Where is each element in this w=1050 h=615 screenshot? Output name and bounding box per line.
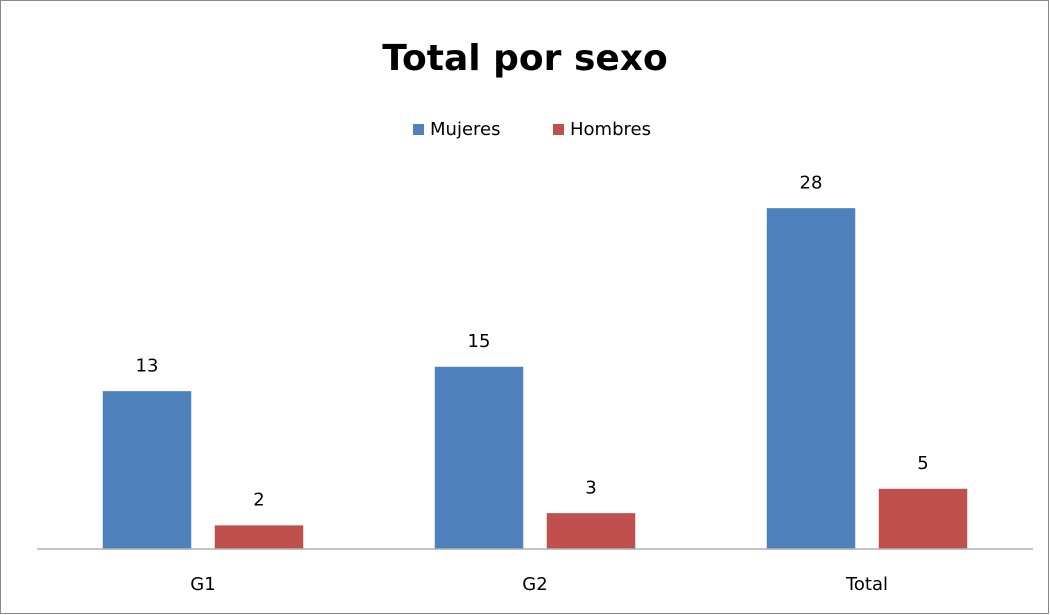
data-label: 3: [585, 477, 596, 498]
bar: [765, 206, 857, 550]
legend-swatch: [413, 124, 424, 135]
chart-title: Total por sexo: [382, 38, 667, 79]
bar: [213, 523, 305, 550]
bar: [877, 487, 969, 550]
bar: [433, 365, 525, 550]
x-tick-label: Total: [845, 574, 888, 595]
data-label: 2: [253, 490, 264, 511]
x-tick-label: G1: [190, 574, 215, 595]
bar: [545, 511, 637, 550]
legend-label: Hombres: [570, 119, 651, 140]
legend-swatch: [553, 124, 564, 135]
bar: [101, 389, 193, 550]
legend-label: Mujeres: [430, 119, 500, 140]
data-label: 15: [468, 331, 491, 352]
data-label: 28: [800, 172, 823, 193]
data-label: 5: [917, 453, 928, 474]
data-label: 13: [136, 355, 159, 376]
x-tick-label: G2: [522, 574, 547, 595]
